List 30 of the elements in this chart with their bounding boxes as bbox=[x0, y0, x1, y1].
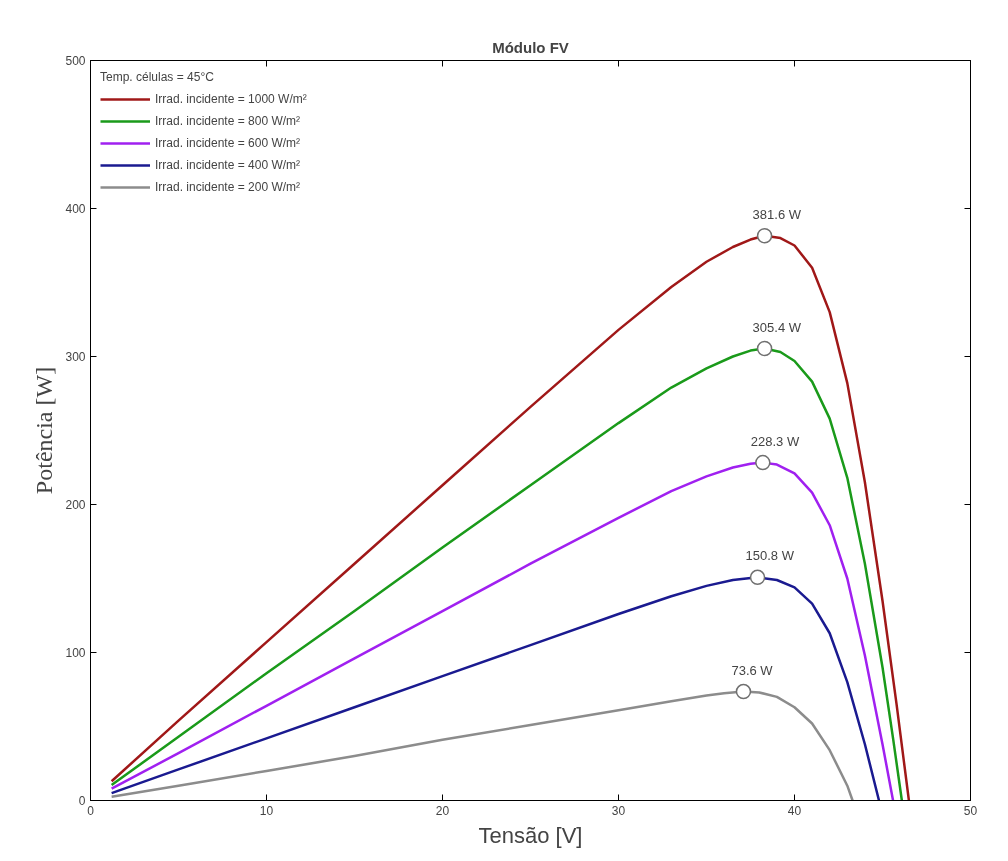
annotation: 228.3 W bbox=[750, 433, 800, 449]
annotation: 150.8 W bbox=[745, 548, 795, 564]
legend-label: Irrad. incidente = 600 W/m² bbox=[155, 136, 301, 150]
legend-label: Irrad. incidente = 200 W/m² bbox=[155, 180, 301, 194]
x-tick-label: 30 bbox=[611, 803, 626, 818]
y-tick-label: 100 bbox=[65, 646, 86, 660]
y-tick-label: 400 bbox=[65, 202, 86, 216]
annotation: 73.6 W bbox=[731, 662, 774, 678]
annotation: 381.6 W bbox=[752, 206, 802, 222]
annotation: 305.4 W bbox=[752, 319, 802, 335]
x-tick-label: 20 bbox=[435, 803, 450, 818]
y-axis-title: Potência [W] bbox=[31, 366, 58, 495]
y-tick-label: 300 bbox=[65, 350, 86, 364]
x-tick-label: 50 bbox=[963, 803, 978, 818]
legend-title: Temp. células = 45°C bbox=[100, 70, 215, 84]
point bbox=[735, 683, 752, 700]
chart-title: Módulo FV bbox=[492, 38, 569, 56]
y-tick-label: 500 bbox=[65, 54, 86, 68]
legend-label: Irrad. incidente = 800 W/m² bbox=[155, 114, 301, 128]
point bbox=[756, 340, 773, 357]
point bbox=[756, 228, 773, 244]
point bbox=[755, 454, 771, 471]
legend-label: Irrad. incidente = 400 W/m² bbox=[155, 158, 301, 172]
x-tick-label: 10 bbox=[259, 803, 274, 818]
x-tick-label: 40 bbox=[787, 803, 802, 818]
point bbox=[749, 569, 766, 586]
y-tick-label: 0 bbox=[78, 794, 86, 808]
y-tick-label: 200 bbox=[65, 498, 86, 512]
legend-label: Irrad. incidente = 1000 W/m² bbox=[155, 92, 307, 106]
x-axis-title: Tensão [V] bbox=[478, 822, 583, 848]
